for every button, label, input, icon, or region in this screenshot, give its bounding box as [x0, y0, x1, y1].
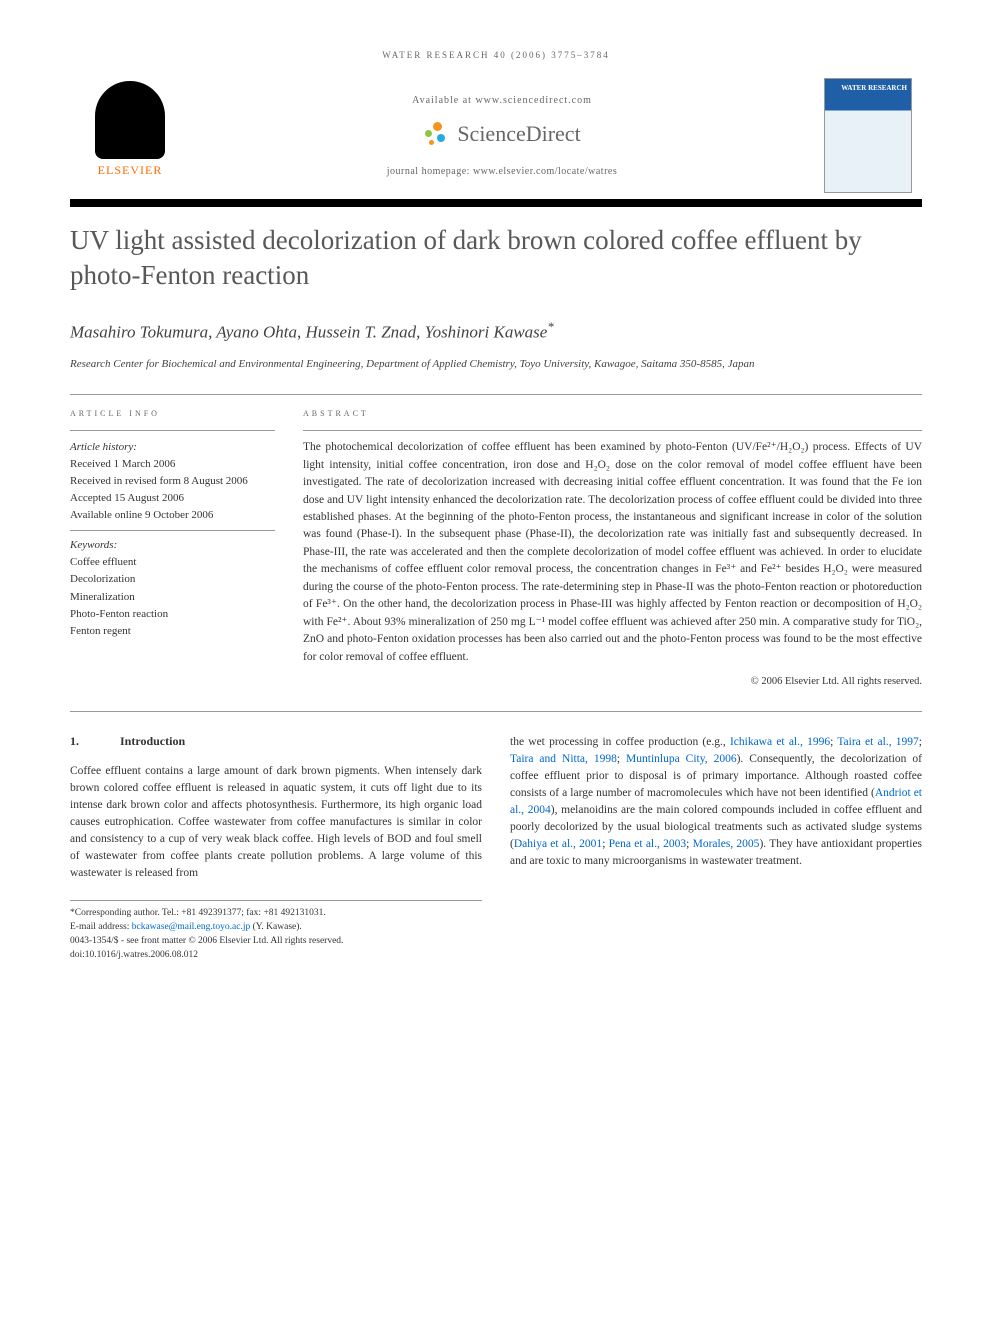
thick-rule: [70, 199, 922, 207]
online-date: Available online 9 October 2006: [70, 507, 275, 531]
article-info-col: ARTICLE INFO Article history: Received 1…: [70, 409, 275, 687]
history-head: Article history:: [70, 439, 275, 456]
page-container: WATER RESEARCH 40 (2006) 3775–3784 ELSEV…: [0, 0, 992, 1002]
sciencedirect-icon: [423, 120, 451, 148]
abstract-label: ABSTRACT: [303, 409, 922, 418]
body-text-span: the wet processing in coffee production …: [510, 736, 730, 748]
body-rule: [70, 711, 922, 712]
available-at-text: Available at www.sciencedirect.com: [180, 95, 824, 106]
affiliation: Research Center for Biochemical and Envi…: [70, 357, 922, 372]
body-text-span: ;: [919, 736, 922, 748]
received-date: Received 1 March 2006: [70, 456, 275, 473]
center-header: Available at www.sciencedirect.com Scien…: [180, 95, 824, 177]
keyword: Photo-Fenton reaction: [70, 606, 275, 623]
body-columns: 1.Introduction Coffee effluent contains …: [70, 734, 922, 962]
abstract-block: The photochemical decolorization of coff…: [303, 430, 922, 687]
citation-link[interactable]: Morales, 2005: [693, 838, 760, 850]
citation-link[interactable]: Muntinlupa City, 2006: [626, 753, 737, 765]
email-line: E-mail address: bckawase@mail.eng.toyo.a…: [70, 921, 482, 935]
citation-link[interactable]: Pena et al., 2003: [609, 838, 686, 850]
body-col-left: 1.Introduction Coffee effluent contains …: [70, 734, 482, 962]
article-info-label: ARTICLE INFO: [70, 409, 275, 418]
body-text-span: ;: [617, 753, 626, 765]
citation-link[interactable]: Dahiya et al., 2001: [514, 838, 602, 850]
elsevier-tree-icon: [95, 81, 165, 159]
section-heading: 1.Introduction: [70, 734, 482, 749]
body-paragraph: Coffee effluent contains a large amount …: [70, 763, 482, 882]
abstract-text: The photochemical decolorization of coff…: [303, 439, 922, 666]
body-col-right: the wet processing in coffee production …: [510, 734, 922, 962]
corresponding-author: *Corresponding author. Tel.: +81 4923913…: [70, 907, 482, 921]
journal-homepage: journal homepage: www.elsevier.com/locat…: [180, 166, 824, 177]
email-label: E-mail address:: [70, 922, 132, 932]
sciencedirect-text: ScienceDirect: [457, 121, 580, 147]
journal-cover: WATER RESEARCH: [824, 78, 912, 193]
accepted-date: Accepted 15 August 2006: [70, 490, 275, 507]
history-block: Article history: Received 1 March 2006 R…: [70, 430, 275, 640]
section-number: 1.: [70, 734, 120, 749]
citation-link[interactable]: Ichikawa et al., 1996: [730, 736, 830, 748]
abstract-col: ABSTRACT The photochemical decolorizatio…: [303, 409, 922, 687]
authors: Masahiro Tokumura, Ayano Ohta, Hussein T…: [70, 320, 922, 343]
body-paragraph: the wet processing in coffee production …: [510, 734, 922, 870]
footer-block: *Corresponding author. Tel.: +81 4923913…: [70, 900, 482, 962]
section-title: Introduction: [120, 734, 185, 748]
sciencedirect-logo: ScienceDirect: [180, 120, 824, 148]
info-abstract-row: ARTICLE INFO Article history: Received 1…: [70, 409, 922, 687]
citation-link[interactable]: Taira et al., 1997: [837, 736, 918, 748]
citation-link[interactable]: Taira and Nitta, 1998: [510, 753, 617, 765]
email-name: (Y. Kawase).: [250, 922, 302, 932]
issn-line: 0043-1354/$ - see front matter © 2006 El…: [70, 935, 482, 949]
article-title: UV light assisted decolorization of dark…: [70, 223, 922, 292]
running-head: WATER RESEARCH 40 (2006) 3775–3784: [70, 50, 922, 60]
revised-date: Received in revised form 8 August 2006: [70, 473, 275, 490]
keyword: Mineralization: [70, 589, 275, 606]
elsevier-logo: ELSEVIER: [80, 81, 180, 191]
doi-line: doi:10.1016/j.watres.2006.08.012: [70, 949, 482, 963]
elsevier-text: ELSEVIER: [98, 163, 163, 178]
email-link[interactable]: bckawase@mail.eng.toyo.ac.jp: [132, 922, 251, 932]
thin-rule-top: [70, 394, 922, 395]
copyright-text: © 2006 Elsevier Ltd. All rights reserved…: [303, 676, 922, 687]
journal-cover-title: WATER RESEARCH: [829, 85, 907, 93]
keyword: Fenton regent: [70, 623, 275, 640]
authors-text: Masahiro Tokumura, Ayano Ohta, Hussein T…: [70, 323, 547, 342]
keyword: Coffee effluent: [70, 554, 275, 571]
keywords-head: Keywords:: [70, 531, 275, 554]
header-block: ELSEVIER Available at www.sciencedirect.…: [70, 78, 922, 193]
keyword: Decolorization: [70, 571, 275, 588]
